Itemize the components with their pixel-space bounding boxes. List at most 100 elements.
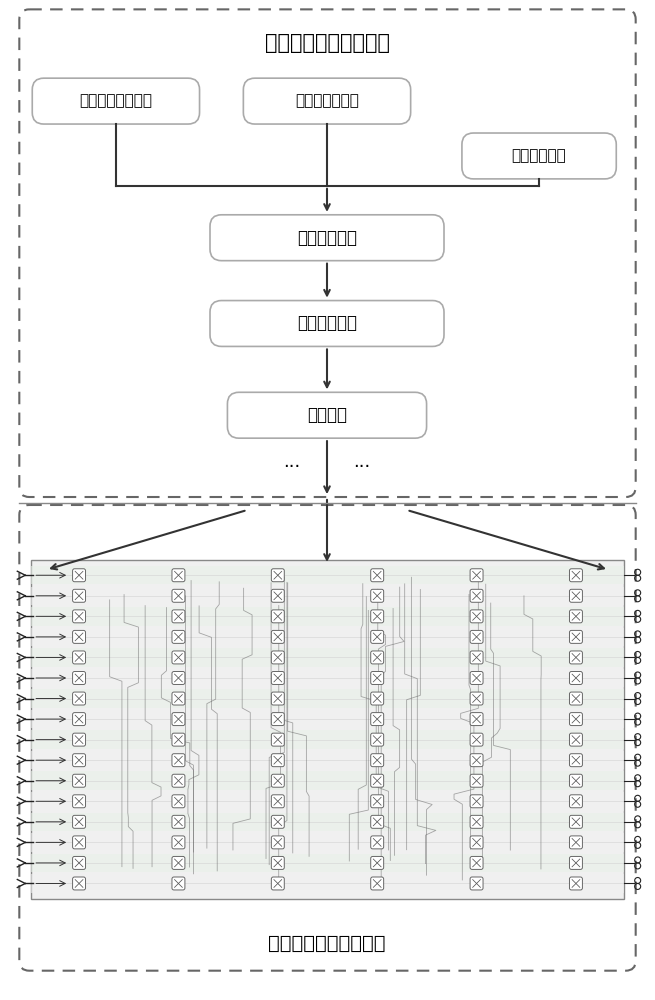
FancyBboxPatch shape xyxy=(210,301,444,346)
FancyBboxPatch shape xyxy=(271,795,284,808)
FancyBboxPatch shape xyxy=(172,630,185,643)
Bar xyxy=(31,648,624,667)
FancyBboxPatch shape xyxy=(73,856,86,869)
FancyBboxPatch shape xyxy=(371,795,384,808)
FancyBboxPatch shape xyxy=(371,630,384,643)
FancyBboxPatch shape xyxy=(271,856,284,869)
FancyBboxPatch shape xyxy=(172,774,185,787)
FancyBboxPatch shape xyxy=(172,651,185,664)
FancyBboxPatch shape xyxy=(569,856,582,869)
FancyBboxPatch shape xyxy=(371,610,384,623)
FancyBboxPatch shape xyxy=(271,589,284,602)
FancyBboxPatch shape xyxy=(271,774,284,787)
Bar xyxy=(31,566,624,584)
FancyBboxPatch shape xyxy=(73,877,86,890)
FancyBboxPatch shape xyxy=(73,754,86,767)
FancyBboxPatch shape xyxy=(73,589,86,602)
Bar xyxy=(31,607,624,626)
FancyBboxPatch shape xyxy=(470,672,483,684)
FancyBboxPatch shape xyxy=(227,392,426,438)
FancyBboxPatch shape xyxy=(172,795,185,808)
FancyBboxPatch shape xyxy=(172,733,185,746)
FancyBboxPatch shape xyxy=(569,672,582,684)
FancyBboxPatch shape xyxy=(569,651,582,664)
FancyBboxPatch shape xyxy=(470,856,483,869)
FancyBboxPatch shape xyxy=(470,630,483,643)
FancyBboxPatch shape xyxy=(19,9,636,497)
FancyBboxPatch shape xyxy=(32,78,200,124)
Bar xyxy=(31,669,624,687)
FancyBboxPatch shape xyxy=(271,610,284,623)
FancyBboxPatch shape xyxy=(172,692,185,705)
Bar xyxy=(31,771,624,790)
FancyBboxPatch shape xyxy=(569,836,582,849)
FancyBboxPatch shape xyxy=(371,651,384,664)
Text: 交换连接需求: 交换连接需求 xyxy=(512,148,567,163)
FancyBboxPatch shape xyxy=(569,713,582,726)
FancyBboxPatch shape xyxy=(371,877,384,890)
FancyBboxPatch shape xyxy=(172,672,185,684)
FancyBboxPatch shape xyxy=(470,733,483,746)
FancyBboxPatch shape xyxy=(73,713,86,726)
FancyBboxPatch shape xyxy=(371,713,384,726)
FancyBboxPatch shape xyxy=(244,78,411,124)
FancyBboxPatch shape xyxy=(271,630,284,643)
FancyBboxPatch shape xyxy=(371,569,384,582)
FancyBboxPatch shape xyxy=(73,774,86,787)
FancyBboxPatch shape xyxy=(73,630,86,643)
Bar xyxy=(31,854,624,872)
Bar xyxy=(31,587,624,605)
FancyBboxPatch shape xyxy=(569,692,582,705)
FancyBboxPatch shape xyxy=(569,589,582,602)
FancyBboxPatch shape xyxy=(371,692,384,705)
FancyBboxPatch shape xyxy=(569,630,582,643)
Bar xyxy=(31,751,624,769)
FancyBboxPatch shape xyxy=(271,836,284,849)
Bar xyxy=(31,710,624,728)
FancyBboxPatch shape xyxy=(371,815,384,828)
FancyBboxPatch shape xyxy=(569,754,582,767)
FancyBboxPatch shape xyxy=(271,877,284,890)
FancyBboxPatch shape xyxy=(19,505,636,971)
FancyBboxPatch shape xyxy=(271,651,284,664)
Text: 光开关状态表: 光开关状态表 xyxy=(297,314,357,332)
Bar xyxy=(31,874,624,893)
FancyBboxPatch shape xyxy=(172,754,185,767)
FancyBboxPatch shape xyxy=(569,877,582,890)
Text: 光交换集成芯片仿真器: 光交换集成芯片仿真器 xyxy=(269,934,386,953)
FancyBboxPatch shape xyxy=(73,692,86,705)
Bar xyxy=(31,689,624,708)
FancyBboxPatch shape xyxy=(172,589,185,602)
Text: 控制接口: 控制接口 xyxy=(307,406,347,424)
FancyBboxPatch shape xyxy=(470,569,483,582)
Bar xyxy=(31,833,624,852)
FancyBboxPatch shape xyxy=(73,815,86,828)
FancyBboxPatch shape xyxy=(371,589,384,602)
FancyBboxPatch shape xyxy=(470,877,483,890)
FancyBboxPatch shape xyxy=(462,133,616,179)
FancyBboxPatch shape xyxy=(172,815,185,828)
FancyBboxPatch shape xyxy=(73,672,86,684)
FancyBboxPatch shape xyxy=(73,651,86,664)
FancyBboxPatch shape xyxy=(172,610,185,623)
Bar xyxy=(31,792,624,811)
FancyBboxPatch shape xyxy=(470,589,483,602)
FancyBboxPatch shape xyxy=(210,215,444,261)
Bar xyxy=(31,813,624,831)
FancyBboxPatch shape xyxy=(172,836,185,849)
FancyBboxPatch shape xyxy=(271,672,284,684)
FancyBboxPatch shape xyxy=(73,610,86,623)
FancyBboxPatch shape xyxy=(470,774,483,787)
FancyBboxPatch shape xyxy=(470,610,483,623)
FancyBboxPatch shape xyxy=(73,569,86,582)
FancyBboxPatch shape xyxy=(271,692,284,705)
FancyBboxPatch shape xyxy=(271,713,284,726)
FancyBboxPatch shape xyxy=(569,610,582,623)
Text: ···: ··· xyxy=(353,458,371,476)
Text: 开关路由算法: 开关路由算法 xyxy=(297,229,357,247)
FancyBboxPatch shape xyxy=(172,569,185,582)
FancyBboxPatch shape xyxy=(470,651,483,664)
Text: 光开关连接矩库: 光开关连接矩库 xyxy=(295,94,359,109)
FancyBboxPatch shape xyxy=(470,754,483,767)
Bar xyxy=(31,628,624,646)
